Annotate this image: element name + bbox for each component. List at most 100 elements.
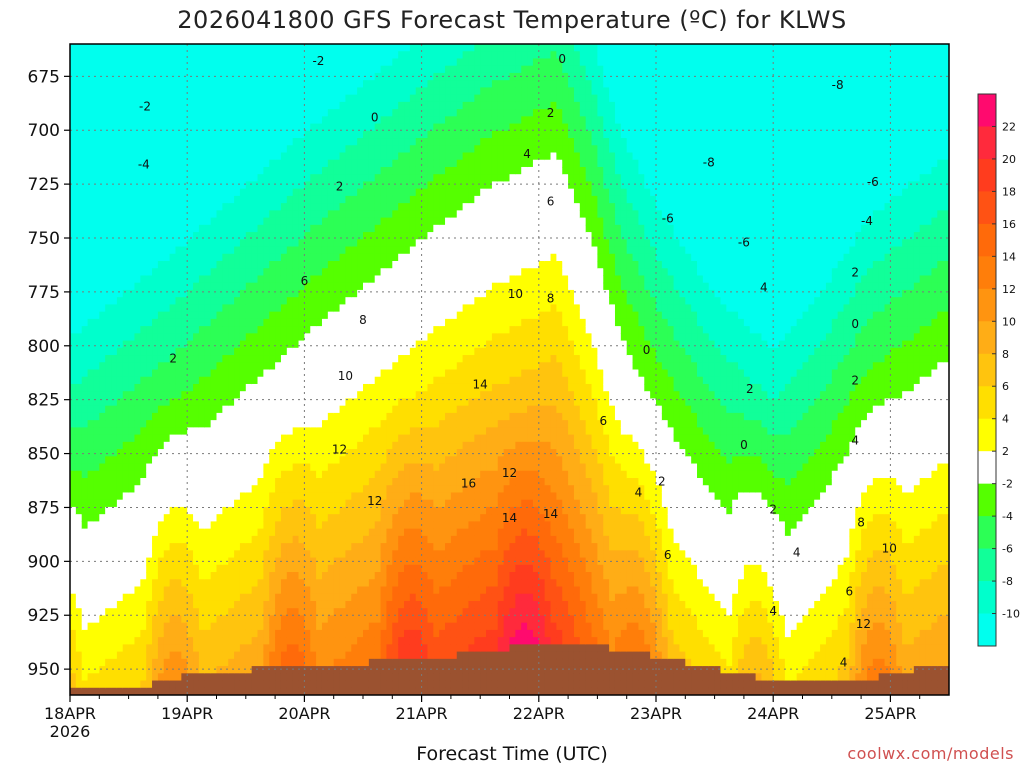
x-tick-label: 18APR <box>44 704 96 723</box>
contour-label: 4 <box>769 604 777 618</box>
y-tick-label: 950 <box>28 660 60 680</box>
colorbar-swatch <box>978 223 996 257</box>
contour-label: 2 <box>658 475 666 489</box>
colorbar-label: 20 <box>1002 153 1016 166</box>
x-tick-label: 25APR <box>864 704 916 723</box>
contour-label: 2 <box>547 106 555 120</box>
contour-label: 6 <box>547 194 555 208</box>
contour-label: 4 <box>635 485 643 499</box>
colorbar-swatch <box>978 353 996 387</box>
colorbar-label: 16 <box>1002 218 1016 231</box>
contour-labels: -2 -2 -4 0 0 2 2 2 4 6 6 10 8 8 10 14 12 12 16 12 14 14 6 4 2 6 0 -… <box>138 52 897 670</box>
colorbar-swatch <box>978 548 996 582</box>
contour-label: 10 <box>882 541 897 555</box>
x-tick-label: 20APR <box>278 704 330 723</box>
colorbar-label: -10 <box>1002 608 1020 621</box>
y-tick-label: 675 <box>28 67 60 87</box>
colorbar-swatch <box>978 256 996 290</box>
colorbar-label: 18 <box>1002 185 1016 198</box>
contour-label: 0 <box>740 438 748 452</box>
colorbar-label: -8 <box>1002 575 1013 588</box>
contour-label: 2 <box>746 382 754 396</box>
y-tick-label: 925 <box>28 606 60 626</box>
colorbar-label: 14 <box>1002 250 1016 263</box>
contour-label: 6 <box>301 274 309 288</box>
contour-label: -8 <box>703 156 715 170</box>
contour-label: 2 <box>336 179 344 193</box>
colorbar-swatch <box>978 191 996 225</box>
contour-label: 2 <box>851 373 859 387</box>
contour-label: 10 <box>508 287 523 301</box>
colorbar-swatch <box>978 321 996 355</box>
x-tick-label: 22APR <box>513 704 565 723</box>
contour-label: 8 <box>359 313 367 327</box>
colorbar-swatch <box>978 94 996 127</box>
colorbar-label: -4 <box>1002 510 1013 523</box>
colorbar-label: 6 <box>1002 380 1009 393</box>
colorbar-swatch <box>978 451 996 485</box>
contour-label: -4 <box>861 214 873 228</box>
colorbar-swatch <box>978 158 996 192</box>
contour-label: 2 <box>851 265 859 279</box>
contour-label: 0 <box>371 110 379 124</box>
contour-label: 8 <box>857 516 865 530</box>
colorbar-label: -6 <box>1002 543 1013 556</box>
contour-label: 6 <box>846 585 854 599</box>
y-tick-label: 700 <box>28 121 60 141</box>
contour-label: -4 <box>138 158 150 172</box>
colorbar-swatch <box>978 516 996 549</box>
contour-label: 8 <box>547 291 555 305</box>
contour-label: -6 <box>662 212 674 226</box>
colorbar-label: 4 <box>1002 413 1009 426</box>
chart-title: 2026041800 GFS Forecast Temperature (ºC)… <box>177 6 847 34</box>
contour-label: -8 <box>832 78 844 92</box>
y-tick-label: 800 <box>28 337 60 357</box>
x-axis-label: Forecast Time (UTC) <box>416 743 608 765</box>
contour-label: 0 <box>643 343 651 357</box>
contour-label: 12 <box>856 617 871 631</box>
colorbar-swatch <box>978 418 996 452</box>
contour-label: 12 <box>332 442 347 456</box>
contour-label: 4 <box>851 434 859 448</box>
contour-label: 12 <box>502 466 517 480</box>
x-year-label: 2026 <box>50 722 91 741</box>
x-tick-label: 19APR <box>161 704 213 723</box>
y-tick-label: 825 <box>28 391 60 411</box>
temperature-field <box>70 44 949 695</box>
y-tick-label: 750 <box>28 229 60 249</box>
y-tick-label: 775 <box>28 283 60 303</box>
grid-lines <box>70 44 949 695</box>
y-tick-label: 875 <box>28 498 60 518</box>
contour-label: 14 <box>473 378 488 392</box>
contour-label: 14 <box>502 511 517 525</box>
colorbar-label: 12 <box>1002 283 1016 296</box>
y-axis: 675 700 725 750 775 800 825 850 875 900 925 950 <box>28 67 70 680</box>
credit-text: coolwx.com/models <box>847 744 1014 763</box>
contour-label: 4 <box>840 656 848 670</box>
contour-label: -2 <box>139 100 151 114</box>
colorbar-swatch <box>978 386 996 420</box>
y-tick-label: 850 <box>28 445 60 465</box>
contour-label: 4 <box>523 147 531 161</box>
colorbar-swatch <box>978 288 996 322</box>
y-tick-label: 725 <box>28 175 60 195</box>
colorbar-label: 22 <box>1002 120 1016 133</box>
contour-label: 2 <box>169 352 177 366</box>
x-tick-label: 24APR <box>747 704 799 723</box>
contour-label: -6 <box>867 175 879 189</box>
colorbar: 22 20 18 16 14 12 10 8 6 4 2 -2 -4 -6 -8 -10 <box>977 93 1020 647</box>
contour-label: 6 <box>664 548 672 562</box>
x-axis: 18APR 19APR 20APR 21APR 22APR 23APR 24APR 25APR… <box>44 695 921 741</box>
contour-label: 14 <box>543 507 558 521</box>
colorbar-swatch <box>978 581 996 614</box>
colorbar-label: 2 <box>1002 445 1009 458</box>
contour-label: -6 <box>738 235 750 249</box>
colorbar-swatch <box>978 126 996 160</box>
colorbar-label: 10 <box>1002 315 1016 328</box>
contour-label: 2 <box>769 503 777 517</box>
contour-label: 10 <box>338 369 353 383</box>
contour-label: 6 <box>599 414 607 428</box>
colorbar-label: -2 <box>1002 478 1013 491</box>
x-tick-label: 21APR <box>396 704 448 723</box>
